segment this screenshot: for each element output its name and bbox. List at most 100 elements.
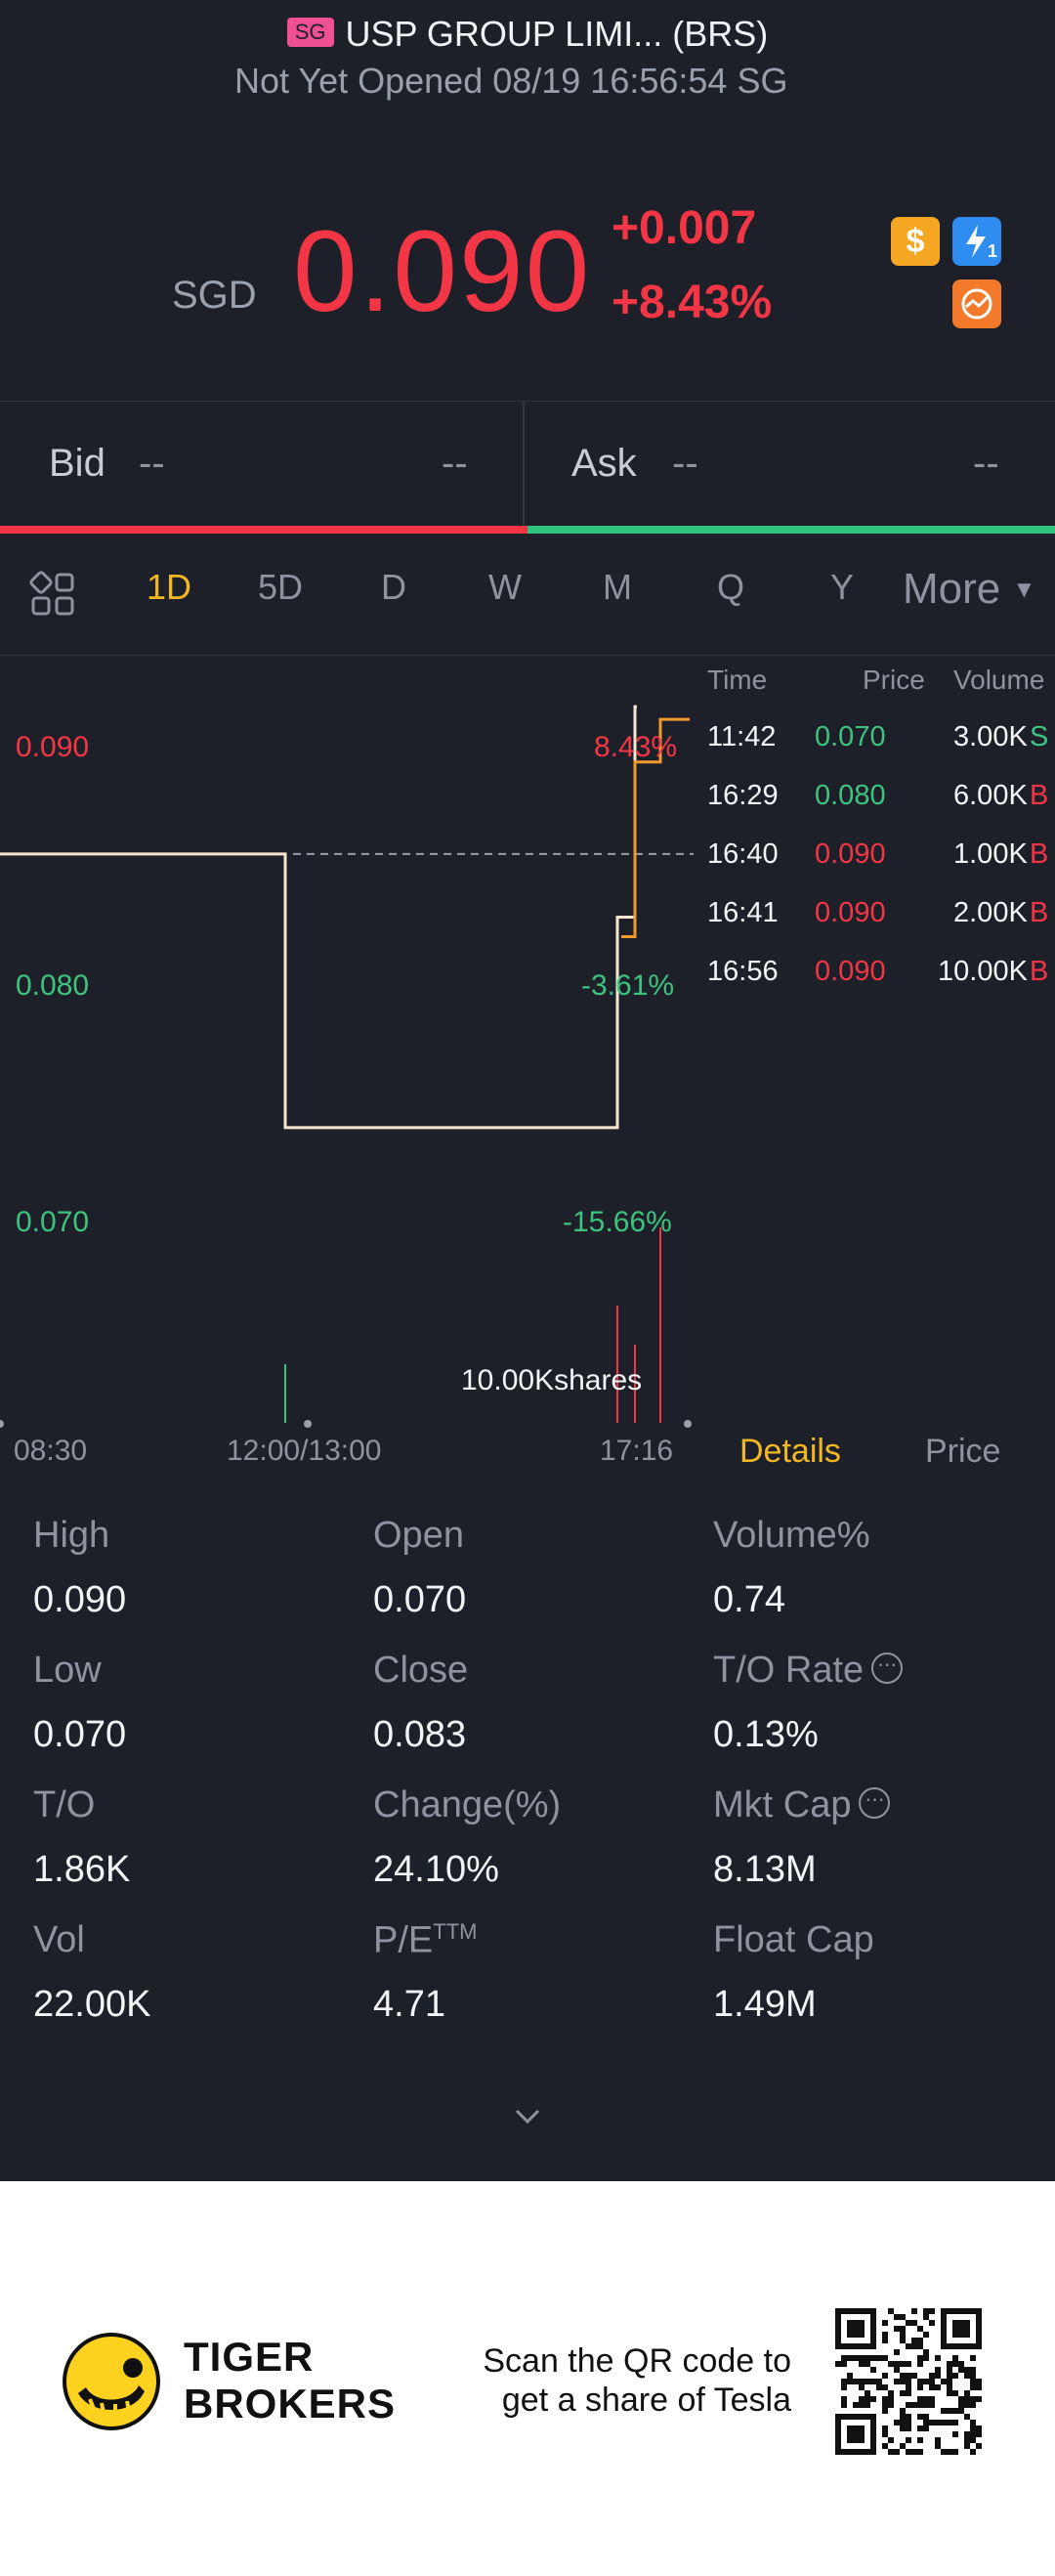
trade-volume: 3.00K <box>953 721 1028 752</box>
bid-size: -- <box>442 442 468 485</box>
stat-close-label: Close <box>373 1650 469 1691</box>
ask-price: -- <box>672 442 698 485</box>
stat-high-label: High <box>33 1515 110 1556</box>
stock-title[interactable]: SG USP GROUP LIMI... (BRS) <box>0 14 1055 55</box>
stat-volume-pct-value: 0.74 <box>713 1579 785 1620</box>
tab-q[interactable]: Q <box>717 567 745 607</box>
info-icon[interactable]: ⋯ <box>871 1652 904 1684</box>
stat-to-rate-value: 0.13% <box>713 1714 819 1755</box>
market-badge: SG <box>286 18 334 48</box>
trade-price: 0.090 <box>815 838 886 870</box>
trade-side: B <box>1030 780 1049 811</box>
trades-header-price: Price <box>863 665 925 695</box>
promo-text: Scan the QR code to get a share of Tesla <box>483 2342 791 2419</box>
stat-close-value: 0.083 <box>373 1714 467 1755</box>
divider <box>523 401 525 530</box>
x-label-lunch: 12:00/13:00 <box>227 1435 382 1467</box>
y-label-high: 0.090 <box>16 731 90 763</box>
bid-strength-bar <box>0 526 528 534</box>
tab-y[interactable]: Y <box>830 567 855 607</box>
price-change-percent: +8.43% <box>612 277 773 328</box>
trade-price: 0.090 <box>815 956 886 987</box>
average-line <box>621 717 690 938</box>
trades-header-time: Time <box>707 665 768 695</box>
last-price: 0.090 <box>293 207 592 336</box>
ask-size: -- <box>973 442 999 485</box>
stat-vol-value: 22.00K <box>33 1984 151 2025</box>
chevron-down-icon: ▼ <box>1012 577 1036 603</box>
trade-time: 16:56 <box>707 956 779 987</box>
stat-float-cap-label: Float Cap <box>713 1919 874 1960</box>
ask-label: Ask <box>571 442 637 485</box>
pct-label-high: 8.43% <box>594 731 678 763</box>
ask-strength-bar <box>528 526 1055 534</box>
divider <box>0 401 1055 402</box>
qr-code[interactable] <box>835 2308 982 2455</box>
price-change: +0.007 <box>612 202 757 254</box>
trade-volume: 1.00K <box>953 838 1028 870</box>
stat-mkt-cap-value: 8.13M <box>713 1849 817 1890</box>
y-label-mid: 0.080 <box>16 969 90 1002</box>
brand-name: TIGER BROKERS <box>184 2334 397 2426</box>
trade-side: B <box>1030 838 1049 870</box>
stat-turnover-value: 1.86K <box>33 1849 131 1890</box>
tab-5d[interactable]: 5D <box>258 567 304 607</box>
bid-price: -- <box>139 442 165 485</box>
axis-dot <box>684 1420 692 1428</box>
trade-volume: 6.00K <box>953 780 1028 811</box>
axis-dot <box>304 1420 312 1428</box>
tab-m[interactable]: M <box>603 567 632 607</box>
stat-low-label: Low <box>33 1650 102 1691</box>
intraday-chart[interactable] <box>0 657 703 1438</box>
tab-more[interactable]: More ▼ <box>903 565 1036 613</box>
grid-icon[interactable] <box>29 571 76 618</box>
tab-w[interactable]: W <box>488 567 522 607</box>
trade-time: 16:40 <box>707 838 779 870</box>
stat-turnover-label: T/O <box>33 1784 96 1825</box>
stat-volume-pct-label: Volume% <box>713 1515 870 1556</box>
expand-chevron-icon[interactable] <box>513 2101 542 2130</box>
market-status: Not Yet Opened 08/19 16:56:54 SG <box>234 61 788 101</box>
stat-change-pct-label: Change(%) <box>373 1784 562 1825</box>
stat-to-rate-label[interactable]: T/O Rate ⋯ <box>713 1650 904 1692</box>
trade-side: B <box>1030 897 1049 928</box>
stat-mkt-cap-label[interactable]: Mkt Cap ⋯ <box>713 1784 891 1826</box>
stat-open-value: 0.070 <box>373 1579 467 1620</box>
chart-icon[interactable] <box>952 279 1001 328</box>
stat-low-value: 0.070 <box>33 1714 127 1755</box>
tab-d[interactable]: D <box>381 567 406 607</box>
price-line <box>0 705 637 1130</box>
info-icon[interactable]: ⋯ <box>859 1786 891 1819</box>
trade-price: 0.070 <box>815 721 886 752</box>
divider <box>0 655 1055 656</box>
trade-volume: 2.00K <box>953 897 1028 928</box>
trade-price: 0.080 <box>815 780 886 811</box>
y-label-low: 0.070 <box>16 1206 90 1238</box>
trade-time: 11:42 <box>707 721 777 752</box>
volume-label: 10.00Kshares <box>461 1364 643 1396</box>
tiger-logo-icon <box>63 2333 160 2430</box>
x-label-open: 08:30 <box>14 1435 88 1467</box>
trade-time: 16:41 <box>707 897 779 928</box>
tab-1d[interactable]: 1D <box>147 567 192 607</box>
stat-open-label: Open <box>373 1515 464 1556</box>
tab-price[interactable]: Price <box>925 1433 1001 1470</box>
pct-label-mid: -3.61% <box>581 969 675 1002</box>
lightning-icon[interactable]: 1 <box>952 217 1001 266</box>
trade-price: 0.090 <box>815 897 886 928</box>
trade-side: S <box>1030 721 1049 752</box>
tab-details[interactable]: Details <box>739 1433 841 1470</box>
dollar-icon[interactable]: $ <box>891 217 940 266</box>
stock-name: USP GROUP LIMI... (BRS) <box>345 14 769 54</box>
trades-header-volume: Volume <box>953 665 1045 695</box>
stat-pe-label: P/ETTM <box>373 1919 478 1961</box>
stat-change-pct-value: 24.10% <box>373 1849 499 1890</box>
x-label-close: 17:16 <box>600 1435 674 1467</box>
axis-dot <box>0 1420 4 1428</box>
trade-side: B <box>1030 956 1049 987</box>
pct-label-low: -15.66% <box>563 1206 672 1238</box>
trade-time: 16:29 <box>707 780 779 811</box>
bid-label: Bid <box>49 442 106 485</box>
stat-pe-value: 4.71 <box>373 1984 445 2025</box>
currency-label: SGD <box>172 274 257 317</box>
